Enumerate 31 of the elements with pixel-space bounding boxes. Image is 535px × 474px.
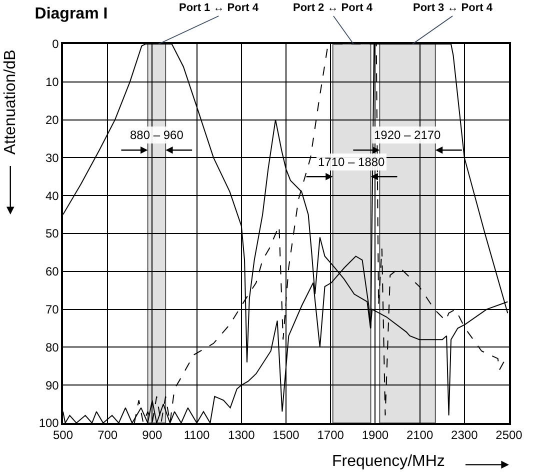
x-tick-label: 500 [52, 428, 74, 442]
y-axis-title: Attenuation/dB [2, 50, 20, 155]
y-tick-label: 40 [45, 188, 60, 203]
band-label: 1920 – 2170 [374, 128, 442, 142]
y-tick-label: 50 [45, 226, 60, 241]
y-tick-label: 30 [45, 150, 60, 165]
y-tick-label: 90 [45, 378, 60, 392]
x-tick-label: 1100 [184, 428, 210, 442]
y-tick-label: 60 [45, 264, 60, 279]
x-tick-label: 2100 [406, 428, 434, 442]
x-tick-label: 1300 [228, 428, 256, 442]
text: Port 3 ↔ Port 4 [413, 2, 494, 14]
x-tick-label: 1900 [362, 428, 389, 442]
chart-title: Diagram I [34, 5, 108, 22]
band-label: 880 – 960 [130, 128, 184, 142]
x-tick-label: 1700 [317, 428, 344, 442]
y-tick-label: 20 [45, 113, 60, 127]
y-tick-label: 80 [45, 340, 60, 354]
x-axis-title: Frequency/MHz [332, 453, 445, 470]
y-tick-label: 0 [52, 37, 60, 52]
y-tick-label: 70 [45, 302, 60, 316]
x-tick-label: 2500 [496, 428, 523, 442]
x-tick-label: 2300 [451, 428, 478, 442]
y-tick-label: 10 [45, 75, 60, 90]
text: Port 2 ↔ Port 4 [293, 2, 374, 14]
y-tick-label: 100 [38, 416, 60, 430]
x-tick-label: 700 [98, 428, 118, 442]
x-tick-label: 1500 [272, 428, 300, 442]
band-label: 1710 – 1880 [318, 155, 386, 169]
text: Port 1 ↔ Port 4 [179, 2, 260, 14]
x-tick-label: 900 [142, 428, 163, 442]
